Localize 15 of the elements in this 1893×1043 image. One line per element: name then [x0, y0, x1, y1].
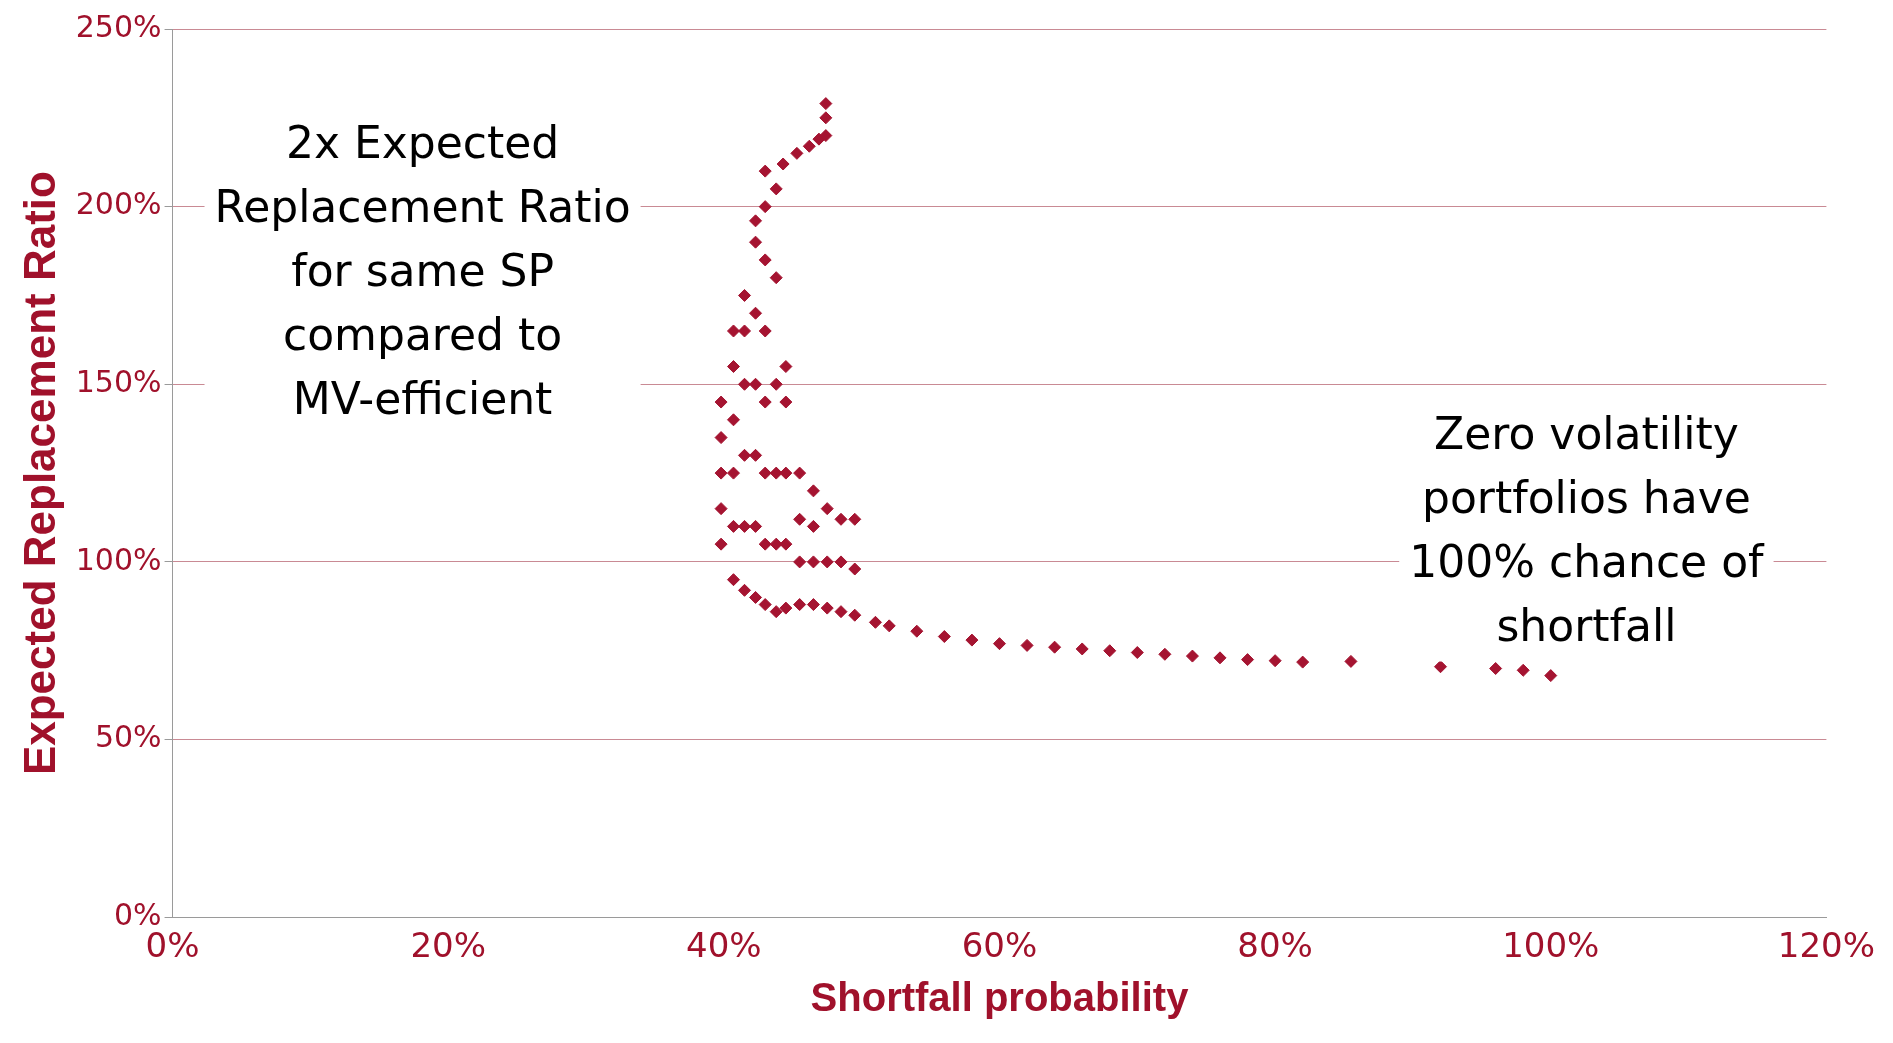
y-axis-title: Expected Replacement Ratio [14, 171, 64, 776]
y-tick-label: 200% [75, 186, 162, 222]
y-tick-label: 100% [75, 541, 162, 577]
annotation: Zero volatility portfolios have 100% chance of shortfall [1409, 408, 1766, 652]
y-tick-label: 150% [75, 364, 162, 400]
x-tick-label: 80% [1237, 925, 1313, 966]
x-axis-title: Shortfall probability [810, 975, 1190, 1020]
y-tick-label: 50% [94, 719, 162, 755]
annotation: 2x Expected Replacement Ratio for same SP compared to MV-efficient [214, 117, 631, 425]
x-tick-label: 20% [410, 925, 486, 966]
x-tick-label: 40% [686, 925, 762, 966]
x-tick-label: 100% [1502, 925, 1600, 966]
x-tick-label: 120% [1777, 925, 1875, 966]
x-tick-label: 60% [961, 925, 1038, 966]
y-tick-label: 250% [75, 8, 162, 44]
